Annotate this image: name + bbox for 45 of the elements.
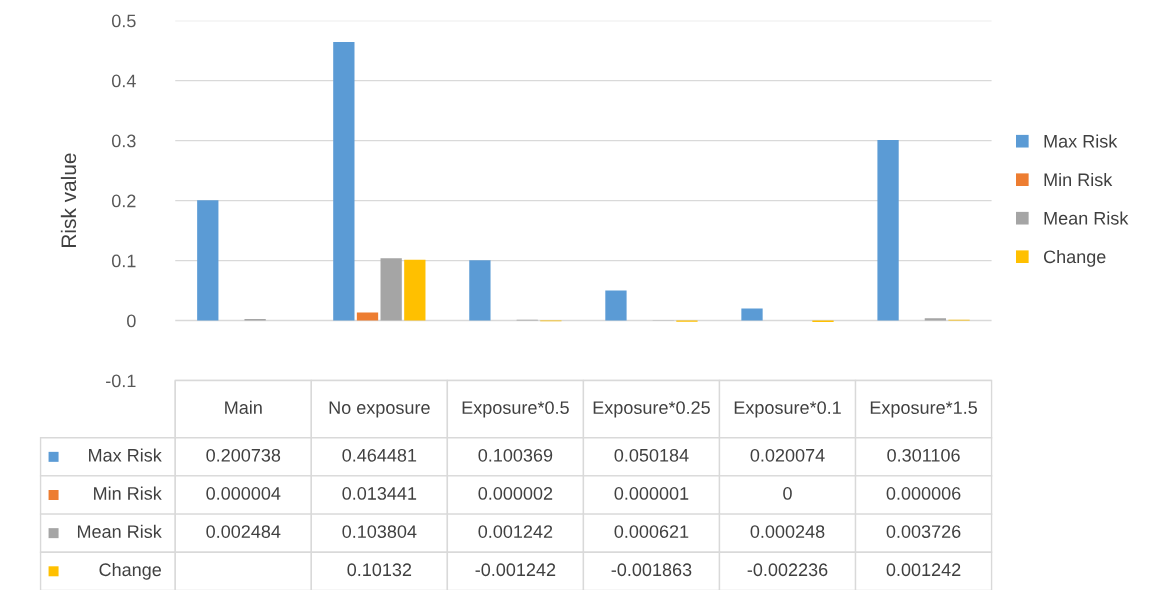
data-label: 0.301106 xyxy=(887,448,960,462)
data-label: 0.000001 xyxy=(614,487,689,500)
x-tick-label: No exposure xyxy=(329,401,430,418)
x-tick-label: Exposure*0.5 xyxy=(462,401,569,418)
y-tick-label: 0.1 xyxy=(111,254,136,268)
data-label: 0.020074 xyxy=(750,448,825,462)
data-label: -0.001863 xyxy=(611,563,692,577)
data-label: 0.001242 xyxy=(886,563,961,577)
y-tick-label: 0.4 xyxy=(111,74,136,88)
legend-label: Max Risk xyxy=(89,448,162,462)
y-axis-title: Risk value xyxy=(60,153,77,247)
data-label: 0.050184 xyxy=(614,448,689,462)
data-label: -0.001242 xyxy=(475,563,556,577)
y-tick-label: 0.3 xyxy=(111,134,136,148)
y-tick-label: 0.5 xyxy=(111,14,136,28)
x-tick-label: Exposure*1.5 xyxy=(870,401,977,418)
data-label: 0.000002 xyxy=(478,487,553,500)
y-tick-label: 0 xyxy=(127,314,136,328)
data-label: 0 xyxy=(783,487,792,500)
data-label: 0.000004 xyxy=(206,487,281,500)
x-tick-label: Exposure*0.25 xyxy=(593,401,710,418)
data-label: -0.002236 xyxy=(747,563,828,577)
x-tick-label: Exposure*0.1 xyxy=(734,401,841,418)
data-label: 0.103804 xyxy=(342,525,417,538)
data-label: 0.10132 xyxy=(347,563,412,577)
data-label: 0.000006 xyxy=(886,487,961,500)
data-label: 0.002484 xyxy=(206,525,281,538)
legend-label: Change xyxy=(1043,249,1106,267)
x-tick-label: Main xyxy=(225,400,262,415)
data-label: 0.003726 xyxy=(886,525,961,538)
text: Min Risk xyxy=(94,486,162,500)
y-tick-label: 0.2 xyxy=(111,194,136,208)
data-label: 0.013441 xyxy=(342,487,417,500)
text: Max Risk xyxy=(1044,134,1118,148)
text: Change xyxy=(99,562,161,580)
text: Mean Risk xyxy=(77,524,162,538)
data-label: 0.464481 xyxy=(342,448,417,462)
data-label: 0.000621 xyxy=(614,525,689,538)
data-label: 0.000248 xyxy=(750,525,825,538)
legend-label: Mean Risk xyxy=(1044,211,1129,225)
data-label: 0.100369 xyxy=(478,448,553,462)
legend-label: Min Risk xyxy=(1044,172,1113,187)
data-label: 0.001242 xyxy=(478,525,553,538)
data-label: 0.200738 xyxy=(206,448,281,462)
y-tick-label: -0.1 xyxy=(106,374,136,388)
